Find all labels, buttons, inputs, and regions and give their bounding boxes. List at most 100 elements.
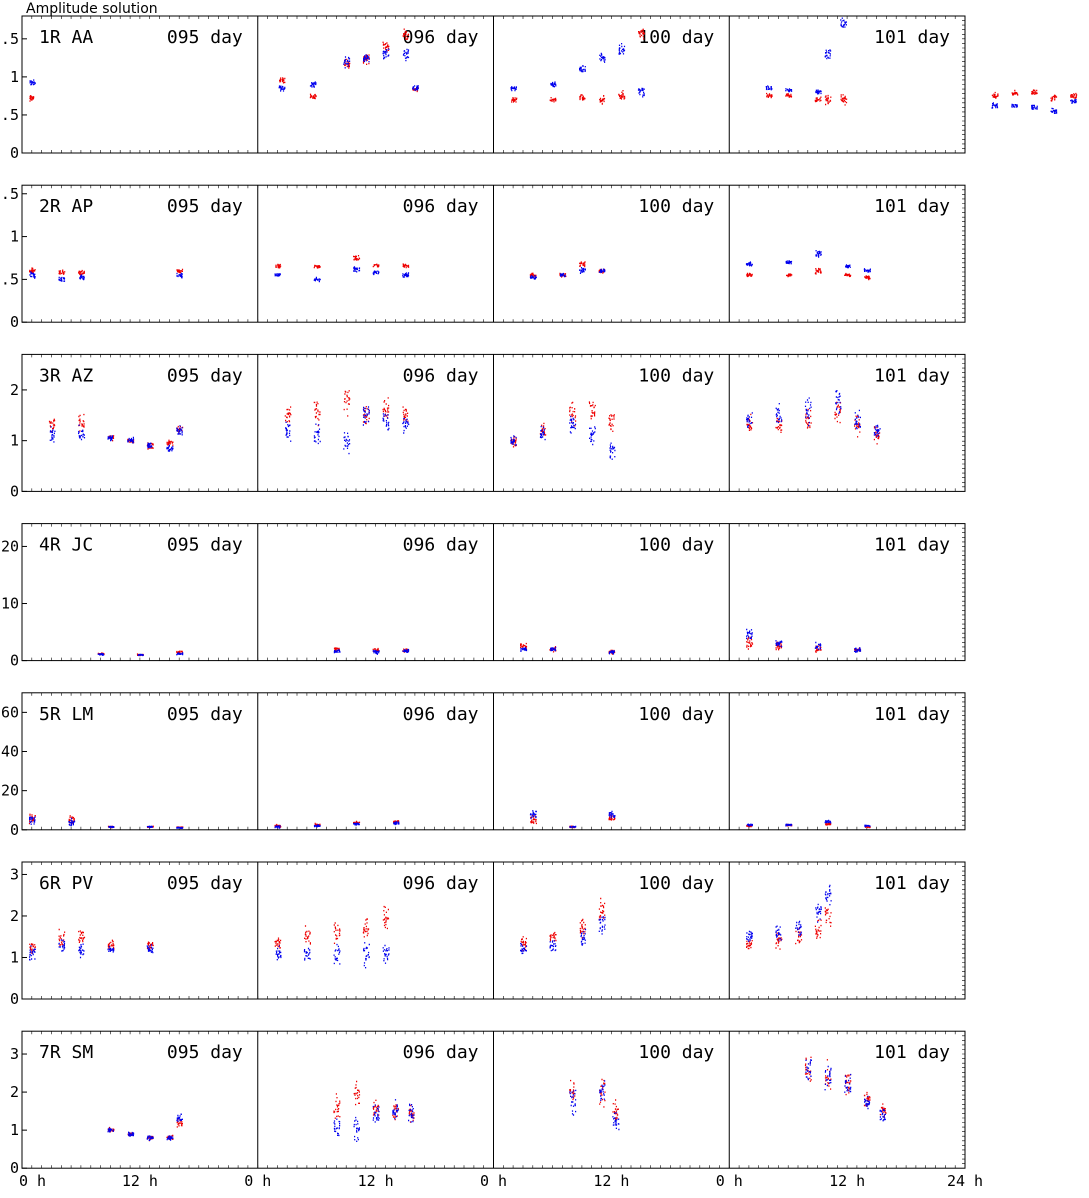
day-label: 100 day <box>638 704 714 725</box>
day-label: 101 day <box>874 873 950 894</box>
series-b-points <box>529 810 616 828</box>
y-tick-label: 1.5 <box>0 30 19 48</box>
day-label: 095 day <box>167 704 243 725</box>
y-tick-label: 40 <box>1 743 19 761</box>
series-a-points <box>29 928 154 954</box>
station-label: 6R PV <box>39 873 93 894</box>
day-label: 095 day <box>167 535 243 556</box>
series-b-points <box>569 1080 620 1131</box>
day-label: 101 day <box>874 535 950 556</box>
day-label: 096 day <box>403 1042 479 1063</box>
minor-ticks <box>31 523 965 661</box>
series-a-points <box>746 401 881 445</box>
day-label: 095 day <box>167 27 243 48</box>
minor-ticks <box>31 692 965 830</box>
y-tick-label: 20 <box>1 782 19 800</box>
minor-ticks <box>31 185 965 323</box>
series-b-points <box>274 821 400 829</box>
y-tick-label: 1 <box>10 1121 19 1139</box>
y-tick-label: 3 <box>10 1045 19 1063</box>
series-a-points <box>274 905 390 949</box>
station-label: 4R JC <box>39 535 93 556</box>
series-a-points <box>991 89 1078 102</box>
panels: 0 0.5 1 1.5 1R AA 095 day 096 day 100 day 101 da… <box>0 15 1078 1190</box>
series-a-points <box>766 92 848 106</box>
day-label: 100 day <box>638 196 714 217</box>
series-b-points <box>29 939 154 961</box>
series-a-points <box>530 813 616 829</box>
series-b-points <box>29 271 183 282</box>
series-b-points <box>529 267 606 280</box>
series-b-points <box>49 424 183 452</box>
series-a-points <box>29 267 184 276</box>
series-a-points <box>284 390 409 427</box>
day-label: 096 day <box>403 873 479 894</box>
minor-ticks <box>31 1031 965 1169</box>
y-tick-label: 2 <box>10 381 19 399</box>
series-b-points <box>274 266 410 283</box>
x-tick-label: 0 h <box>716 1172 743 1190</box>
x-tick-label: 24 h <box>947 1172 983 1190</box>
series-b-points <box>745 250 871 273</box>
x-tick-label: 12 h <box>829 1172 865 1190</box>
x-tick-label: 12 h <box>593 1172 629 1190</box>
day-label: 095 day <box>167 196 243 217</box>
panel-5: 0 20 40 60 5R LM 095 day 096 day 100 day 101 day <box>1 692 966 839</box>
series-a-points <box>511 28 645 105</box>
series-b-points <box>333 648 410 655</box>
series-b-points <box>510 43 645 98</box>
series-a-points <box>510 401 615 448</box>
panel-6: 0 1 2 3 6R PV 095 day 096 day 100 day 101 day <box>10 861 966 1008</box>
series-a-points <box>274 820 400 828</box>
panel-7: 0 1 2 3 7R SM 095 day 096 day 100 day 101 day <box>10 1030 966 1177</box>
series-b-points <box>805 1059 886 1122</box>
day-label: 101 day <box>874 27 950 48</box>
series-a-points <box>333 647 409 653</box>
series-b-points <box>746 628 862 653</box>
series-b-points <box>746 819 871 828</box>
series-b-points <box>29 79 36 86</box>
x-tick-label: 0 h <box>244 1172 271 1190</box>
x-tick-label: 12 h <box>358 1172 394 1190</box>
station-label: 1R AA <box>39 27 93 48</box>
series-a-points <box>746 636 861 653</box>
series-a-points <box>520 642 616 655</box>
y-tick-label: 0 <box>10 990 19 1008</box>
panel-4: 0 10 20 4R JC 095 day 096 day 100 day 101 day <box>1 523 966 670</box>
series-a-points <box>29 95 35 102</box>
day-label: 096 day <box>403 27 479 48</box>
series-b-points <box>285 406 410 455</box>
y-tick-label: 2 <box>10 1083 19 1101</box>
series-b-points <box>765 17 847 95</box>
y-tick-label: 2 <box>10 907 19 925</box>
y-tick-label: 0.5 <box>0 270 19 288</box>
series-b-points <box>278 48 419 92</box>
y-tick-label: 1 <box>10 68 19 86</box>
series-b-points <box>97 652 184 657</box>
figure-title: Amplitude solution <box>26 1 158 17</box>
day-label: 100 day <box>638 365 714 386</box>
y-tick-label: 0 <box>10 313 19 331</box>
station-label: 7R SM <box>39 1042 93 1063</box>
minor-ticks <box>31 862 965 999</box>
y-tick-label: 0 <box>10 821 19 839</box>
series-a-points <box>275 255 410 269</box>
y-tick-label: 1.5 <box>0 185 19 203</box>
series-b-points <box>746 884 832 942</box>
day-label: 100 day <box>638 27 714 48</box>
series-a-points <box>746 267 871 281</box>
series-b-points <box>333 1099 415 1142</box>
minor-ticks <box>31 354 965 492</box>
day-label: 100 day <box>638 535 714 556</box>
series-a-points <box>529 261 606 278</box>
x-tick-label: 12 h <box>122 1172 158 1190</box>
series-a-points <box>804 1056 887 1119</box>
series-a-points <box>28 813 184 829</box>
day-label: 101 day <box>874 196 950 217</box>
series-b-points <box>29 816 184 829</box>
minor-ticks <box>31 16 965 153</box>
y-tick-label: 20 <box>1 537 19 555</box>
x-tick-label: 0 h <box>19 1172 46 1190</box>
panel-2: 0 0.5 1 1.5 2R AP 095 day 096 day 100 day 101 da… <box>0 184 966 331</box>
